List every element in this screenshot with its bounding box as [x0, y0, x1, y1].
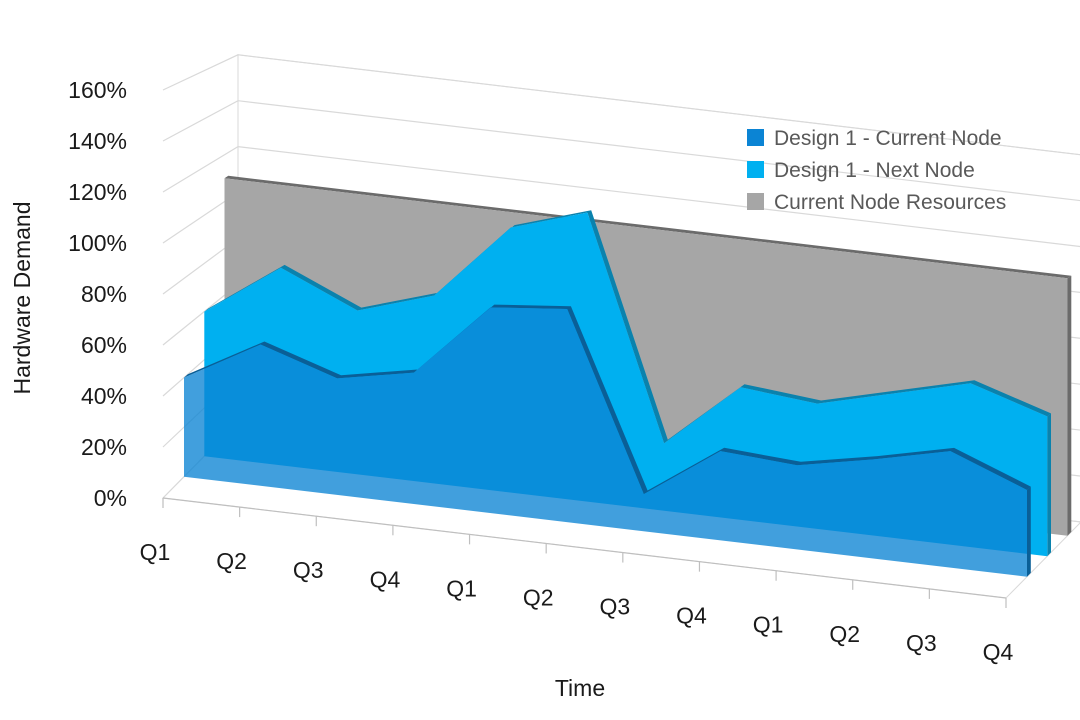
legend: Design 1 - Current Node Design 1 - Next N…: [747, 127, 1006, 214]
axes: 0% 20% 40% 60% 80% 100% 120% 140% 160% Q1 Q2 Q3 Q4 Q1…: [68, 77, 1013, 665]
y-tick-label: 160%: [68, 77, 127, 103]
y-tick-label: 80%: [81, 281, 127, 307]
legend-swatch: [747, 161, 764, 178]
legend-label: Design 1 - Current Node: [774, 127, 1002, 150]
x-tick-label: Q1: [753, 612, 784, 638]
series-layer: [184, 175, 1072, 577]
x-tick-label: Q3: [906, 630, 937, 656]
legend-label: Current Node Resources: [774, 191, 1006, 214]
x-tick-label: Q1: [446, 575, 477, 601]
x-tick-label: Q3: [293, 557, 324, 583]
series-top-edge: [184, 304, 1031, 495]
legend-swatch: [747, 193, 764, 210]
series-area: [184, 307, 1027, 577]
x-tick-label: Q4: [983, 639, 1014, 665]
y-tick-label: 40%: [81, 383, 127, 409]
x-axis-line: [162, 497, 1007, 599]
x-tick-label: Q1: [140, 539, 171, 565]
x-tick-label: Q2: [216, 548, 247, 574]
y-tick-label: 120%: [68, 179, 127, 205]
y-tick-label: 0%: [94, 485, 127, 511]
x-tick-label: Q4: [676, 603, 707, 629]
series-top-edge: [204, 210, 1052, 444]
series-end-face: [1067, 275, 1072, 536]
gridline: [162, 54, 1080, 156]
x-tick-label: Q2: [523, 584, 554, 610]
y-tick-label: 60%: [81, 332, 127, 358]
x-tick-label: Q2: [829, 621, 860, 647]
y-tick-label: 140%: [68, 128, 127, 154]
series-top-edge: [224, 175, 1072, 279]
y-tick-label: 100%: [68, 230, 127, 256]
series-end-face: [1047, 413, 1051, 557]
y-axis-title: Hardware Demand: [9, 201, 35, 394]
x-axis-title: Time: [555, 675, 605, 701]
gridline: [162, 145, 1080, 248]
y-tick-label: 20%: [81, 434, 127, 460]
gridline: [162, 100, 1080, 202]
series-end-face: [1027, 486, 1031, 577]
legend-label: Design 1 - Next Node: [774, 159, 975, 182]
x-tick-label: Q3: [599, 594, 630, 620]
x-tick-label: Q4: [370, 566, 401, 592]
legend-swatch: [747, 129, 764, 146]
